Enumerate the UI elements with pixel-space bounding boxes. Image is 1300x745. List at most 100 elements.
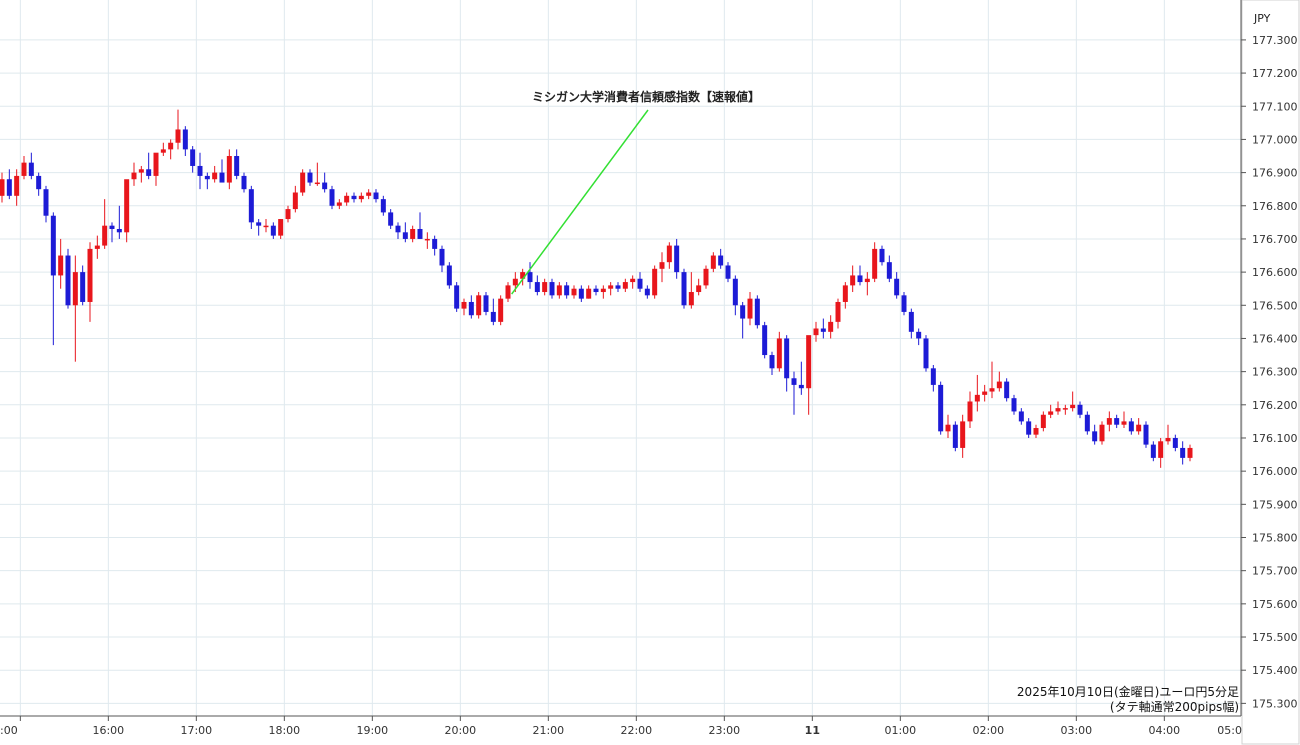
candle-body	[666, 245, 672, 263]
y-tick-label: 176.600	[1252, 266, 1298, 279]
candle-body	[857, 275, 863, 283]
candle-body	[388, 212, 394, 226]
candle-body	[608, 285, 614, 289]
candle-body	[241, 175, 247, 190]
y-tick-label: 176.100	[1252, 432, 1298, 445]
candle-body	[967, 401, 973, 422]
x-tick-label: 22:00	[620, 724, 652, 737]
candle-body	[886, 262, 892, 279]
candle-body	[190, 149, 196, 166]
candle-body	[43, 189, 49, 216]
candle-body	[578, 288, 584, 299]
candle-body	[197, 165, 203, 176]
candle-body	[1121, 421, 1127, 425]
x-tick-label: 23:00	[708, 724, 740, 737]
candle-body	[527, 272, 533, 283]
candle-body	[644, 288, 650, 296]
candle-body	[483, 295, 489, 312]
candle-body	[292, 192, 298, 210]
candle-body	[410, 228, 416, 239]
candle-body	[366, 192, 372, 196]
candle-body	[1004, 381, 1010, 399]
candle-body	[512, 278, 518, 286]
candle-body	[586, 288, 592, 299]
candle-body	[534, 282, 540, 293]
candle-body	[1128, 421, 1134, 432]
candle-body	[938, 384, 944, 432]
y-tick-label: 176.900	[1252, 167, 1298, 180]
candle-body	[952, 424, 958, 448]
candle-body	[109, 225, 115, 229]
candle-body	[828, 321, 834, 332]
candle-body	[908, 311, 914, 332]
x-tick-label: 02:00	[972, 724, 1004, 737]
x-tick-label: 18:00	[268, 724, 300, 737]
candle-body	[417, 228, 423, 239]
y-tick-label: 176.700	[1252, 233, 1298, 246]
candle-body	[36, 175, 42, 190]
candle-body	[1106, 418, 1112, 425]
candle-body	[864, 278, 870, 283]
annotation-pointer	[511, 109, 649, 295]
candles	[0, 109, 1193, 468]
candle-body	[50, 215, 56, 276]
candle-body	[424, 238, 430, 241]
candle-body	[395, 225, 401, 233]
candle-body	[930, 368, 936, 385]
candle-body	[718, 255, 724, 266]
candle-body	[102, 225, 108, 246]
candle-body	[182, 129, 188, 150]
candle-body	[820, 328, 826, 332]
grid-lines	[0, 0, 1241, 716]
y-tick-label: 175.300	[1252, 697, 1298, 710]
candle-body	[703, 268, 709, 286]
candle-body	[358, 195, 364, 200]
candle-body	[490, 311, 496, 322]
annotation-label: ミシガン大学消費者信頼感指数【速報値】	[532, 89, 760, 104]
candle-body	[263, 225, 269, 228]
currency-label: JPY	[1253, 12, 1271, 25]
candle-body	[28, 162, 34, 176]
candle-body	[776, 338, 782, 369]
candle-body	[14, 175, 20, 196]
candle-body	[285, 209, 291, 220]
candle-body	[307, 172, 313, 183]
candle-body	[564, 285, 570, 296]
candle-body	[1055, 408, 1061, 412]
candle-body	[798, 384, 804, 389]
candle-body	[637, 278, 643, 289]
candle-body	[593, 288, 599, 293]
candle-body	[520, 272, 526, 279]
candle-body	[476, 295, 482, 316]
candle-body	[1048, 411, 1054, 415]
candle-body	[791, 378, 797, 385]
candle-body	[1062, 408, 1068, 410]
candle-body	[1136, 424, 1142, 432]
candle-body	[960, 421, 966, 448]
y-tick-label: 176.500	[1252, 299, 1298, 312]
candle-body	[1180, 447, 1186, 458]
candle-body	[94, 245, 100, 249]
candle-body	[65, 255, 71, 306]
candle-body	[1099, 424, 1105, 442]
candle-body	[21, 162, 27, 176]
candle-body	[916, 331, 922, 339]
candle-body	[549, 282, 555, 296]
x-tick-label: 03:00	[1060, 724, 1092, 737]
candle-body	[1092, 431, 1098, 442]
x-tick-label: 17:00	[180, 724, 212, 737]
candle-body	[72, 272, 78, 306]
candle-body	[923, 338, 929, 369]
candle-body	[322, 182, 328, 190]
candle-body	[571, 288, 577, 296]
candle-body	[1158, 441, 1164, 458]
candle-body	[219, 172, 225, 183]
candle-body	[248, 189, 254, 223]
candle-body	[630, 278, 636, 283]
candle-body	[1187, 447, 1193, 458]
candle-body	[835, 301, 841, 322]
candle-body	[234, 156, 240, 176]
candle-body	[674, 245, 680, 273]
candle-body	[556, 285, 562, 296]
